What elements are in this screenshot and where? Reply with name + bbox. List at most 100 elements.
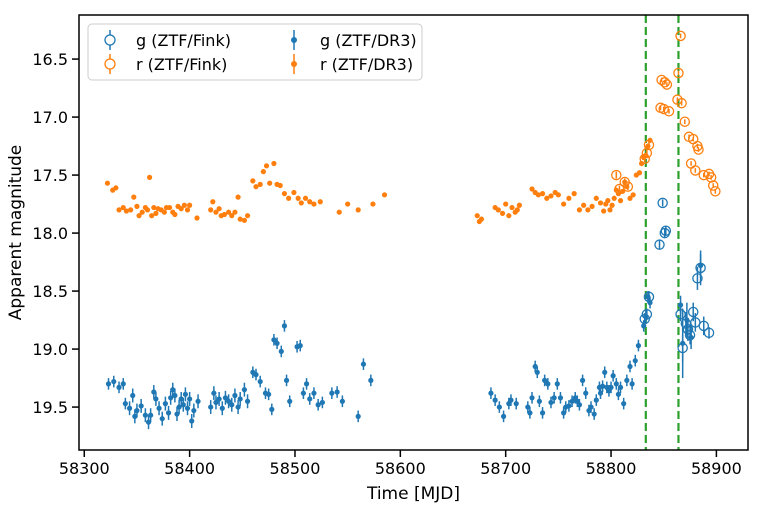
data-point <box>277 182 283 189</box>
data-point <box>548 396 554 409</box>
data-point <box>123 208 130 214</box>
data-point <box>506 213 512 219</box>
data-point <box>345 201 351 207</box>
data-point <box>583 387 589 399</box>
data-point <box>257 181 263 187</box>
data-point <box>698 316 710 336</box>
data-point <box>536 395 542 408</box>
data-point <box>283 374 290 387</box>
y-tick-label: 18.0 <box>32 224 68 243</box>
data-point <box>545 378 551 390</box>
data-point <box>281 320 288 332</box>
data-point <box>257 375 263 388</box>
data-point <box>302 195 309 201</box>
data-point <box>593 394 599 406</box>
legend-label: g (ZTF/DR3) <box>320 31 417 50</box>
data-point <box>172 388 178 403</box>
y-tick-label: 16.5 <box>32 50 68 69</box>
data-point <box>153 392 159 406</box>
data-point <box>120 204 126 211</box>
data-point <box>105 378 112 390</box>
data-point <box>692 266 703 290</box>
data-point <box>241 382 248 397</box>
data-point <box>605 198 611 204</box>
data-point <box>130 388 136 403</box>
data-point <box>693 144 704 155</box>
data-point <box>677 295 684 315</box>
legend: g (ZTF/Fink) r (ZTF/Fink) g (ZTF/DR3) r (ZT… <box>87 23 423 81</box>
data-point <box>609 202 615 208</box>
y-tick-label: 19.0 <box>32 340 68 359</box>
data-point <box>534 366 540 379</box>
data-point <box>508 394 514 406</box>
data-point <box>128 207 134 213</box>
data-point <box>617 381 624 394</box>
data-point <box>703 327 715 339</box>
data-point <box>232 209 238 215</box>
x-tick-label: 58400 <box>164 459 215 478</box>
y-tick-label: 18.5 <box>32 282 68 301</box>
data-point <box>613 378 619 390</box>
data-point <box>551 392 557 404</box>
data-point <box>317 199 323 205</box>
data-point <box>253 368 259 381</box>
data-point <box>149 213 155 219</box>
x-axis: 58300 58400 58500 58600 58700 58800 58900 <box>59 450 742 478</box>
data-point <box>611 169 622 181</box>
data-point <box>591 408 597 420</box>
data-point <box>161 209 167 215</box>
data-point <box>492 394 498 406</box>
data-point <box>138 398 144 413</box>
data-point <box>627 360 633 373</box>
data-point <box>167 204 173 211</box>
data-point <box>514 207 520 213</box>
data-point <box>600 380 606 392</box>
data-point <box>269 403 275 416</box>
data-point <box>250 178 256 184</box>
x-axis-label: Time [MJD] <box>366 484 460 504</box>
data-point <box>139 209 145 215</box>
data-point <box>194 215 200 221</box>
data-point <box>303 378 310 390</box>
data-point <box>684 302 690 338</box>
data-point <box>544 195 550 201</box>
data-point <box>474 213 480 219</box>
data-point <box>676 97 687 109</box>
data-point <box>229 397 235 412</box>
data-point <box>488 387 494 399</box>
data-point <box>241 217 248 223</box>
data-point <box>557 392 564 404</box>
data-point <box>253 184 259 190</box>
x-tick-label: 58300 <box>59 459 110 478</box>
data-point <box>210 199 216 205</box>
data-point <box>561 407 567 419</box>
data-point <box>370 201 376 207</box>
data-point <box>104 180 111 186</box>
data-point <box>645 291 651 303</box>
data-point <box>355 410 361 423</box>
data-point <box>679 116 691 127</box>
data-point <box>267 180 273 186</box>
data-point <box>495 207 501 213</box>
data-point <box>146 174 153 180</box>
data-point <box>165 405 172 420</box>
data-point <box>244 213 251 219</box>
data-point <box>617 198 624 204</box>
data-point <box>172 211 178 218</box>
data-point <box>675 30 686 42</box>
data-point <box>707 180 719 191</box>
data-point <box>174 407 180 421</box>
data-point <box>503 201 509 207</box>
data-point <box>235 400 241 415</box>
data-point <box>496 401 502 413</box>
data-point <box>195 394 201 409</box>
y-axis-label: Apparent magnitude <box>6 145 26 321</box>
data-point <box>697 253 704 278</box>
data-point <box>213 209 219 215</box>
legend-label: r (ZTF/Fink) <box>136 55 227 74</box>
data-point <box>615 191 622 197</box>
data-point <box>620 188 626 194</box>
legend-item: g (ZTF/DR3) <box>291 30 417 50</box>
data-point <box>632 354 638 367</box>
data-point <box>271 334 277 346</box>
